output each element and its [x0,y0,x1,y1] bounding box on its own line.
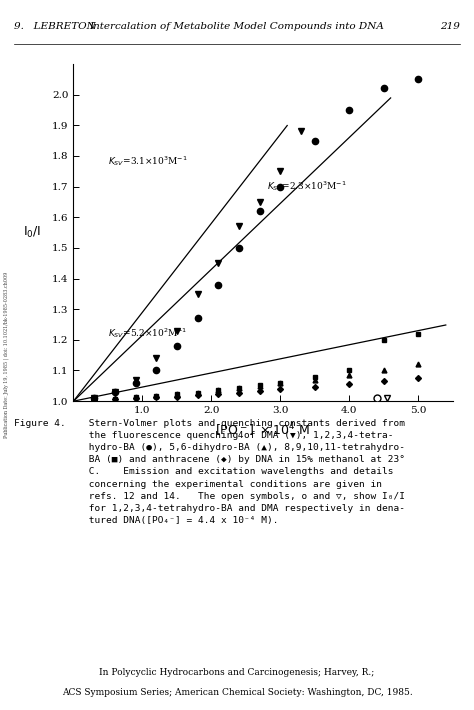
Text: In Polycyclic Hydrocarbons and Carcinogenesis; Harvey, R.;: In Polycyclic Hydrocarbons and Carcinoge… [100,667,374,677]
Y-axis label: $\mathrm{I_0/I}$: $\mathrm{I_0/I}$ [24,225,42,240]
Text: Publication Date: July 19, 1985 | doi: 10.1021/bk-1985-0283.ch009: Publication Date: July 19, 1985 | doi: 1… [3,272,9,438]
Text: $K_{SV}$=3.1$\times$10$^3$M$^{-1}$: $K_{SV}$=3.1$\times$10$^3$M$^{-1}$ [108,154,188,168]
X-axis label: $[\mathrm{PO_4^-}]\ \times 10^4\ \mathrm{M}$: $[\mathrm{PO_4^-}]\ \times 10^4\ \mathrm… [215,422,311,442]
Text: ACS Symposium Series; American Chemical Society: Washington, DC, 1985.: ACS Symposium Series; American Chemical … [62,688,412,697]
Text: Figure 4.    Stern-Volmer plots and quenching constants derived from
           : Figure 4. Stern-Volmer plots and quenchi… [14,419,405,525]
Text: $K_{SV}$=5.2$\times$10$^2$M$^{-1}$: $K_{SV}$=5.2$\times$10$^2$M$^{-1}$ [108,326,187,340]
Text: $K_{SV}$=2.3$\times$10$^3$M$^{-1}$: $K_{SV}$=2.3$\times$10$^3$M$^{-1}$ [266,179,346,192]
Text: 9.   LEBRETON: 9. LEBRETON [14,22,96,31]
Text: Intercalation of Metabolite Model Compounds into DNA: Intercalation of Metabolite Model Compou… [90,22,384,31]
Text: 219: 219 [440,22,460,31]
